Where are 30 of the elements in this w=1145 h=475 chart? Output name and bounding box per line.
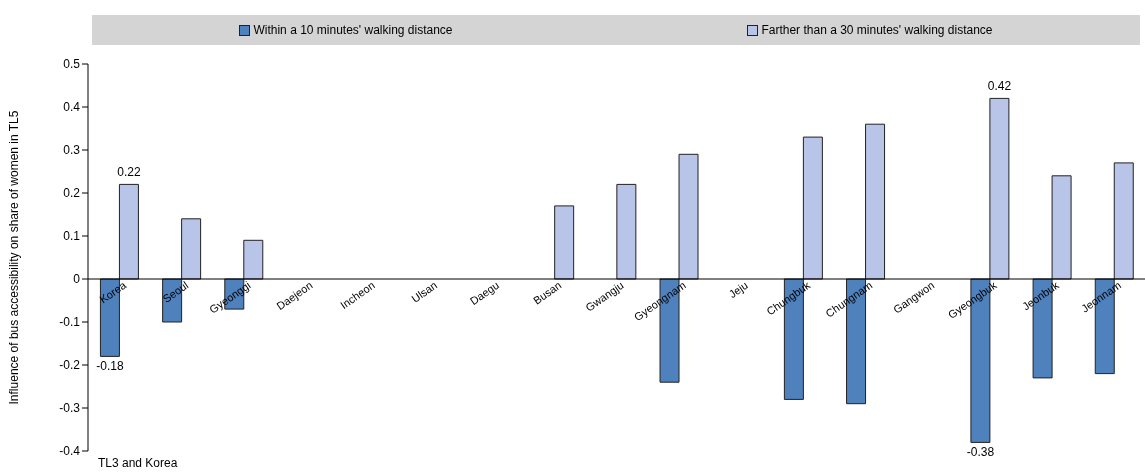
- bar: [616, 183, 637, 280]
- bar: [865, 123, 886, 280]
- y-tick-label: 0.5: [63, 57, 81, 72]
- bar: [1113, 162, 1134, 280]
- legend-label: Within a 10 minutes' walking distance: [252, 23, 453, 37]
- bar: [1051, 175, 1072, 280]
- y-tick-label: -0.4: [59, 444, 81, 459]
- legend-label: Farther than a 30 minutes' walking distance: [760, 23, 993, 37]
- data-label: -0.38: [966, 445, 995, 460]
- y-tick-label: 0: [73, 272, 81, 287]
- data-label: -0.18: [96, 359, 124, 374]
- bar: [989, 97, 1010, 280]
- data-label: 0.22: [117, 165, 141, 180]
- y-tick-label: -0.1: [59, 315, 81, 330]
- bar: [181, 218, 202, 280]
- bar: [554, 205, 575, 280]
- y-tick-label: 0.2: [63, 186, 81, 201]
- x-tick-label: Jeju: [726, 278, 750, 301]
- data-label: 0.42: [987, 79, 1012, 94]
- y-tick-label: 0.1: [63, 229, 81, 244]
- bar: [243, 239, 264, 280]
- text: TL3 and Korea: [98, 456, 178, 470]
- bar: [802, 136, 823, 280]
- y-tick-label: -0.3: [59, 401, 81, 416]
- y-tick-label: -0.2: [59, 358, 81, 373]
- bar: [678, 153, 699, 280]
- bar: [118, 183, 139, 280]
- y-tick-label: 0.3: [63, 143, 81, 158]
- y-tick-label: 0.4: [63, 100, 81, 115]
- y-axis-title: Influence of bus accessibility on share of women in TL5: [7, 110, 22, 405]
